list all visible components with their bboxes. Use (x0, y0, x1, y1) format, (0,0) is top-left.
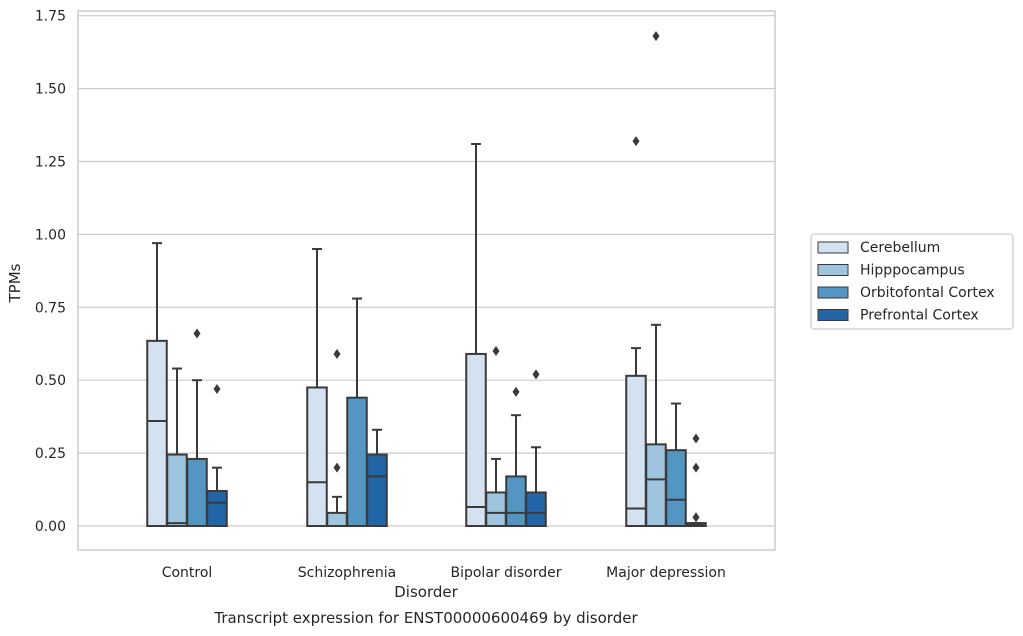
x-axis: Control Schizophrenia Bipolar disorder Majo… (162, 565, 726, 581)
box (505, 386, 527, 528)
outlier-point (632, 136, 640, 147)
legend-label: Prefrontal Cortex (860, 308, 979, 324)
box-body (525, 491, 547, 528)
outlier-point (512, 386, 520, 397)
box-series (146, 31, 707, 528)
outlier-point (213, 383, 221, 394)
outlier-point (333, 348, 341, 359)
x-tick-label: Schizophrenia (298, 565, 396, 581)
box-body (665, 449, 687, 527)
box-body (625, 374, 647, 527)
box-body (326, 511, 348, 527)
y-tick-label: 1.50 (35, 82, 66, 98)
outlier-point (692, 462, 700, 473)
y-tick-label: 0.00 (35, 519, 66, 535)
y-axis-title: TPMs (6, 263, 24, 303)
y-tick-label: 1.25 (35, 155, 66, 171)
legend-label: Hipppocampus (860, 263, 965, 279)
legend-swatch (817, 286, 849, 299)
outlier-point (532, 369, 540, 380)
box (306, 247, 328, 527)
plot-frame (77, 10, 776, 551)
outlier-point (193, 328, 201, 339)
box-body (206, 490, 228, 527)
box-body (306, 386, 328, 527)
box-body (166, 453, 188, 528)
y-tick-label: 0.50 (35, 373, 66, 389)
y-tick-label: 0.25 (35, 446, 66, 462)
box (525, 369, 547, 528)
x-tick-label: Control (162, 565, 213, 581)
box-body (146, 339, 168, 528)
legend-label: Orbitofontal Cortex (860, 285, 995, 301)
box (665, 402, 687, 527)
y-tick-label: 1.75 (35, 9, 66, 25)
box-body (505, 475, 527, 528)
legend: Cerebellum Hipppocampus Orbitofontal Corte… (810, 233, 1014, 330)
legend-frame (810, 233, 1014, 330)
y-axis: 0.00 0.25 0.50 0.75 1.00 1.25 1.50 1.75 (35, 9, 66, 535)
box-body (366, 453, 388, 528)
box-body (485, 491, 507, 528)
x-tick-label: Major depression (606, 565, 726, 581)
legend-swatch (817, 309, 849, 321)
outlier-point (652, 31, 660, 42)
outlier-point (692, 512, 700, 523)
chart-title: Transcript expression for ENST0000060046… (213, 609, 638, 627)
legend-swatch (817, 241, 849, 254)
outlier-point (692, 433, 700, 444)
y-tick-label: 0.75 (35, 300, 66, 316)
outlier-point (333, 462, 341, 473)
x-tick-label: Bipolar disorder (450, 565, 561, 581)
box (206, 383, 228, 527)
outlier-point (492, 346, 500, 357)
box-body (645, 443, 667, 527)
box-body (465, 352, 487, 527)
x-axis-title: Disorder (394, 583, 458, 601)
box (186, 328, 208, 528)
box (685, 433, 707, 527)
box (146, 242, 168, 528)
y-tick-label: 1.00 (35, 227, 66, 243)
box (465, 143, 487, 527)
legend-label: Cerebellum (860, 240, 940, 256)
box (366, 428, 388, 528)
box-body (346, 396, 368, 528)
legend-swatch (817, 264, 849, 276)
box-body (186, 457, 208, 528)
